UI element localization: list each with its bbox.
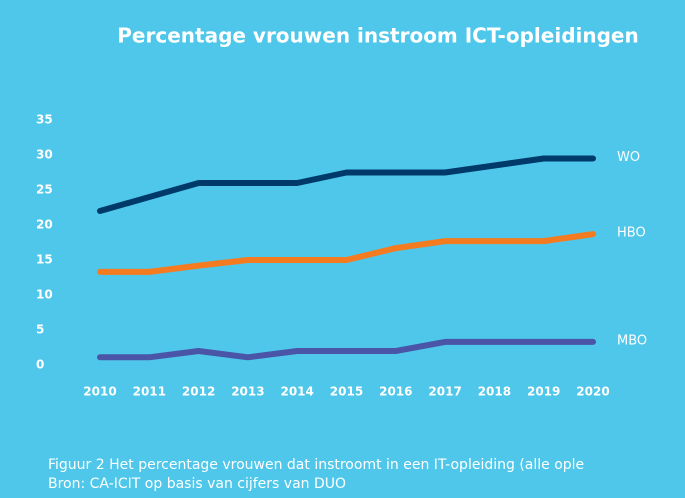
y-tick-label: 20 bbox=[36, 218, 53, 232]
line bbox=[97, 155, 596, 214]
x-tick-label: 2011 bbox=[133, 385, 166, 399]
x-tick-label: 2020 bbox=[576, 385, 609, 399]
y-tick-label: 15 bbox=[36, 253, 53, 267]
x-tick-label: 2014 bbox=[280, 385, 313, 399]
y-tick-label: 25 bbox=[36, 183, 53, 197]
x-tick-label: 2010 bbox=[83, 385, 116, 399]
x-tick-label: 2019 bbox=[527, 385, 560, 399]
y-tick-label: 30 bbox=[36, 148, 53, 162]
y-tick-label: 5 bbox=[36, 323, 44, 337]
line bbox=[97, 231, 596, 275]
x-tick-label: 2012 bbox=[182, 385, 215, 399]
caption: Bron: CA-ICIT op basis van cijfers van D… bbox=[48, 476, 346, 492]
series-label: HBO bbox=[617, 226, 646, 241]
series-label: MBO bbox=[617, 333, 647, 348]
y-tick-label: 10 bbox=[36, 288, 53, 302]
x-tick-label: 2015 bbox=[330, 385, 363, 399]
x-tick-label: 2018 bbox=[478, 385, 511, 399]
y-tick-label: 35 bbox=[36, 113, 53, 127]
caption: Figuur 2 Het percentage vrouwen dat inst… bbox=[48, 457, 584, 473]
x-tick-label: 2016 bbox=[379, 385, 412, 399]
line bbox=[97, 338, 596, 361]
y-tick-label: 0 bbox=[36, 358, 44, 372]
series-label: WO bbox=[617, 150, 640, 165]
x-tick-label: 2013 bbox=[231, 385, 264, 399]
chart-title: Percentage vrouwen instroom ICT-opleidin… bbox=[117, 24, 638, 48]
x-tick-label: 2017 bbox=[428, 385, 461, 399]
